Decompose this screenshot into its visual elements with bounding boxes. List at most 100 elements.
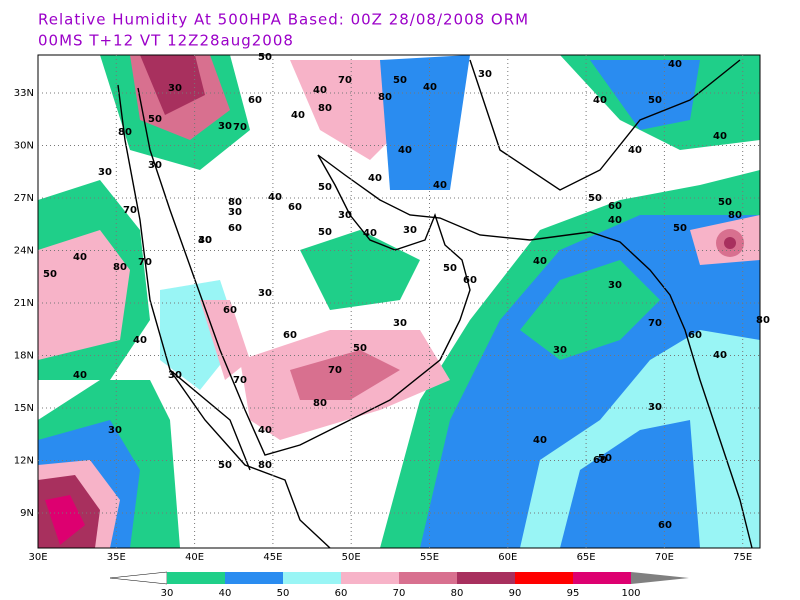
contour-label: 30 — [478, 69, 492, 80]
contour-label: 80 — [258, 460, 272, 471]
lon-label: 60E — [498, 552, 517, 563]
contour-label: 70 — [328, 365, 342, 376]
contour-label: 40 — [628, 145, 642, 156]
contour-label: 30 — [403, 225, 417, 236]
colorbar-label: 100 — [621, 588, 640, 599]
contour-label: 60 — [283, 330, 297, 341]
contour-label: 70 — [233, 122, 247, 133]
lon-label: 45E — [263, 552, 282, 563]
contour-label: 80 — [118, 127, 132, 138]
contour-label: 60 — [288, 202, 302, 213]
contour-label: 40 — [363, 228, 377, 239]
colorbar-segment — [225, 572, 283, 584]
colorbar-label: 40 — [219, 588, 232, 599]
lon-label: 30E — [28, 552, 47, 563]
colorbar-label: 95 — [567, 588, 580, 599]
contour-label: 50 — [318, 182, 332, 193]
contour-label: 30 — [228, 207, 242, 218]
contour-label: 40 — [198, 235, 212, 246]
contour-label: 30 — [168, 370, 182, 381]
contour-label: 40 — [593, 95, 607, 106]
lat-label: 30N — [14, 141, 34, 152]
contour-label: 50 — [353, 343, 367, 354]
contour-label: 40 — [713, 131, 727, 142]
lon-label: 35E — [107, 552, 126, 563]
contour-label: 70 — [233, 375, 247, 386]
contour-label: 30 — [168, 83, 182, 94]
colorbar-segment — [515, 572, 573, 584]
contour-label: 30 — [553, 345, 567, 356]
colorbar-label: 50 — [277, 588, 290, 599]
colorbar-segment — [341, 572, 399, 584]
contour-label: 60 — [688, 330, 702, 341]
contour-label: 50 — [588, 193, 602, 204]
map — [38, 55, 760, 548]
contour-label: 40 — [258, 425, 272, 436]
lon-label: 55E — [420, 552, 439, 563]
contour-label: 40 — [608, 215, 622, 226]
contour-label: 60 — [593, 455, 607, 466]
contour-label: 70 — [138, 257, 152, 268]
contour-label: 40 — [433, 180, 447, 191]
contour-label: 30 — [393, 318, 407, 329]
contour-label: 30 — [198, 235, 212, 246]
contour-label: 70 — [123, 205, 137, 216]
contour-label: 50 — [318, 227, 332, 238]
contour-label: 80 — [318, 103, 332, 114]
contour-label: 30 — [108, 425, 122, 436]
contour-label: 40 — [713, 350, 727, 361]
contour-label: 40 — [368, 173, 382, 184]
colorbar-label: 70 — [393, 588, 406, 599]
lat-label: 15N — [14, 403, 34, 414]
contour-label: 60 — [228, 223, 242, 234]
lat-label: 24N — [14, 246, 34, 257]
contour-label: 40 — [73, 252, 87, 263]
contour-label: 60 — [223, 305, 237, 316]
contour-label: 80 — [313, 398, 327, 409]
colorbar-segment — [573, 572, 631, 584]
colorbar-label: 60 — [335, 588, 348, 599]
contour-label: 40 — [268, 192, 282, 203]
contour-label: 30 — [148, 160, 162, 171]
lon-label: 75E — [733, 552, 752, 563]
contour-label: 40 — [73, 370, 87, 381]
colorbar-label: 90 — [509, 588, 522, 599]
contour-label: 50 — [218, 460, 232, 471]
contour-label: 30 — [648, 402, 662, 413]
contour-label: 80 — [756, 315, 770, 326]
lon-label: 40E — [185, 552, 204, 563]
contour-label: 30 — [608, 280, 622, 291]
lat-label: 12N — [14, 456, 34, 467]
contour-label: 80 — [113, 262, 127, 273]
contour-label: 50 — [598, 453, 612, 464]
colorbar-low-arrow — [109, 571, 168, 585]
contour-label: 60 — [248, 95, 262, 106]
contour-label: 70 — [648, 318, 662, 329]
colorbar-segment — [457, 572, 515, 584]
contour-label: 80 — [728, 210, 742, 221]
contour-label: 30 — [218, 121, 232, 132]
contour-label: 50 — [258, 52, 272, 63]
contour-label: 80 — [228, 197, 242, 208]
contour-label: 50 — [43, 269, 57, 280]
lon-label: 65E — [577, 552, 596, 563]
colorbar-label: 30 — [161, 588, 174, 599]
contour-label: 50 — [393, 75, 407, 86]
contour-label: 60 — [463, 275, 477, 286]
lat-label: 9N — [20, 508, 34, 519]
contour-label: 30 — [338, 210, 352, 221]
contour-label: 50 — [148, 114, 162, 125]
contour-label: 80 — [378, 92, 392, 103]
lat-label: 21N — [14, 298, 34, 309]
contour-label: 50 — [443, 263, 457, 274]
lat-label: 33N — [14, 88, 34, 99]
colorbar-high-arrow — [631, 572, 689, 584]
colorbar-segment — [167, 572, 225, 584]
contour-label: 40 — [533, 435, 547, 446]
contour-label: 40 — [398, 145, 412, 156]
colorbar-segment — [283, 572, 341, 584]
contour-label: 40 — [423, 82, 437, 93]
contour-label: 70 — [338, 75, 352, 86]
map-frame — [37, 54, 761, 549]
